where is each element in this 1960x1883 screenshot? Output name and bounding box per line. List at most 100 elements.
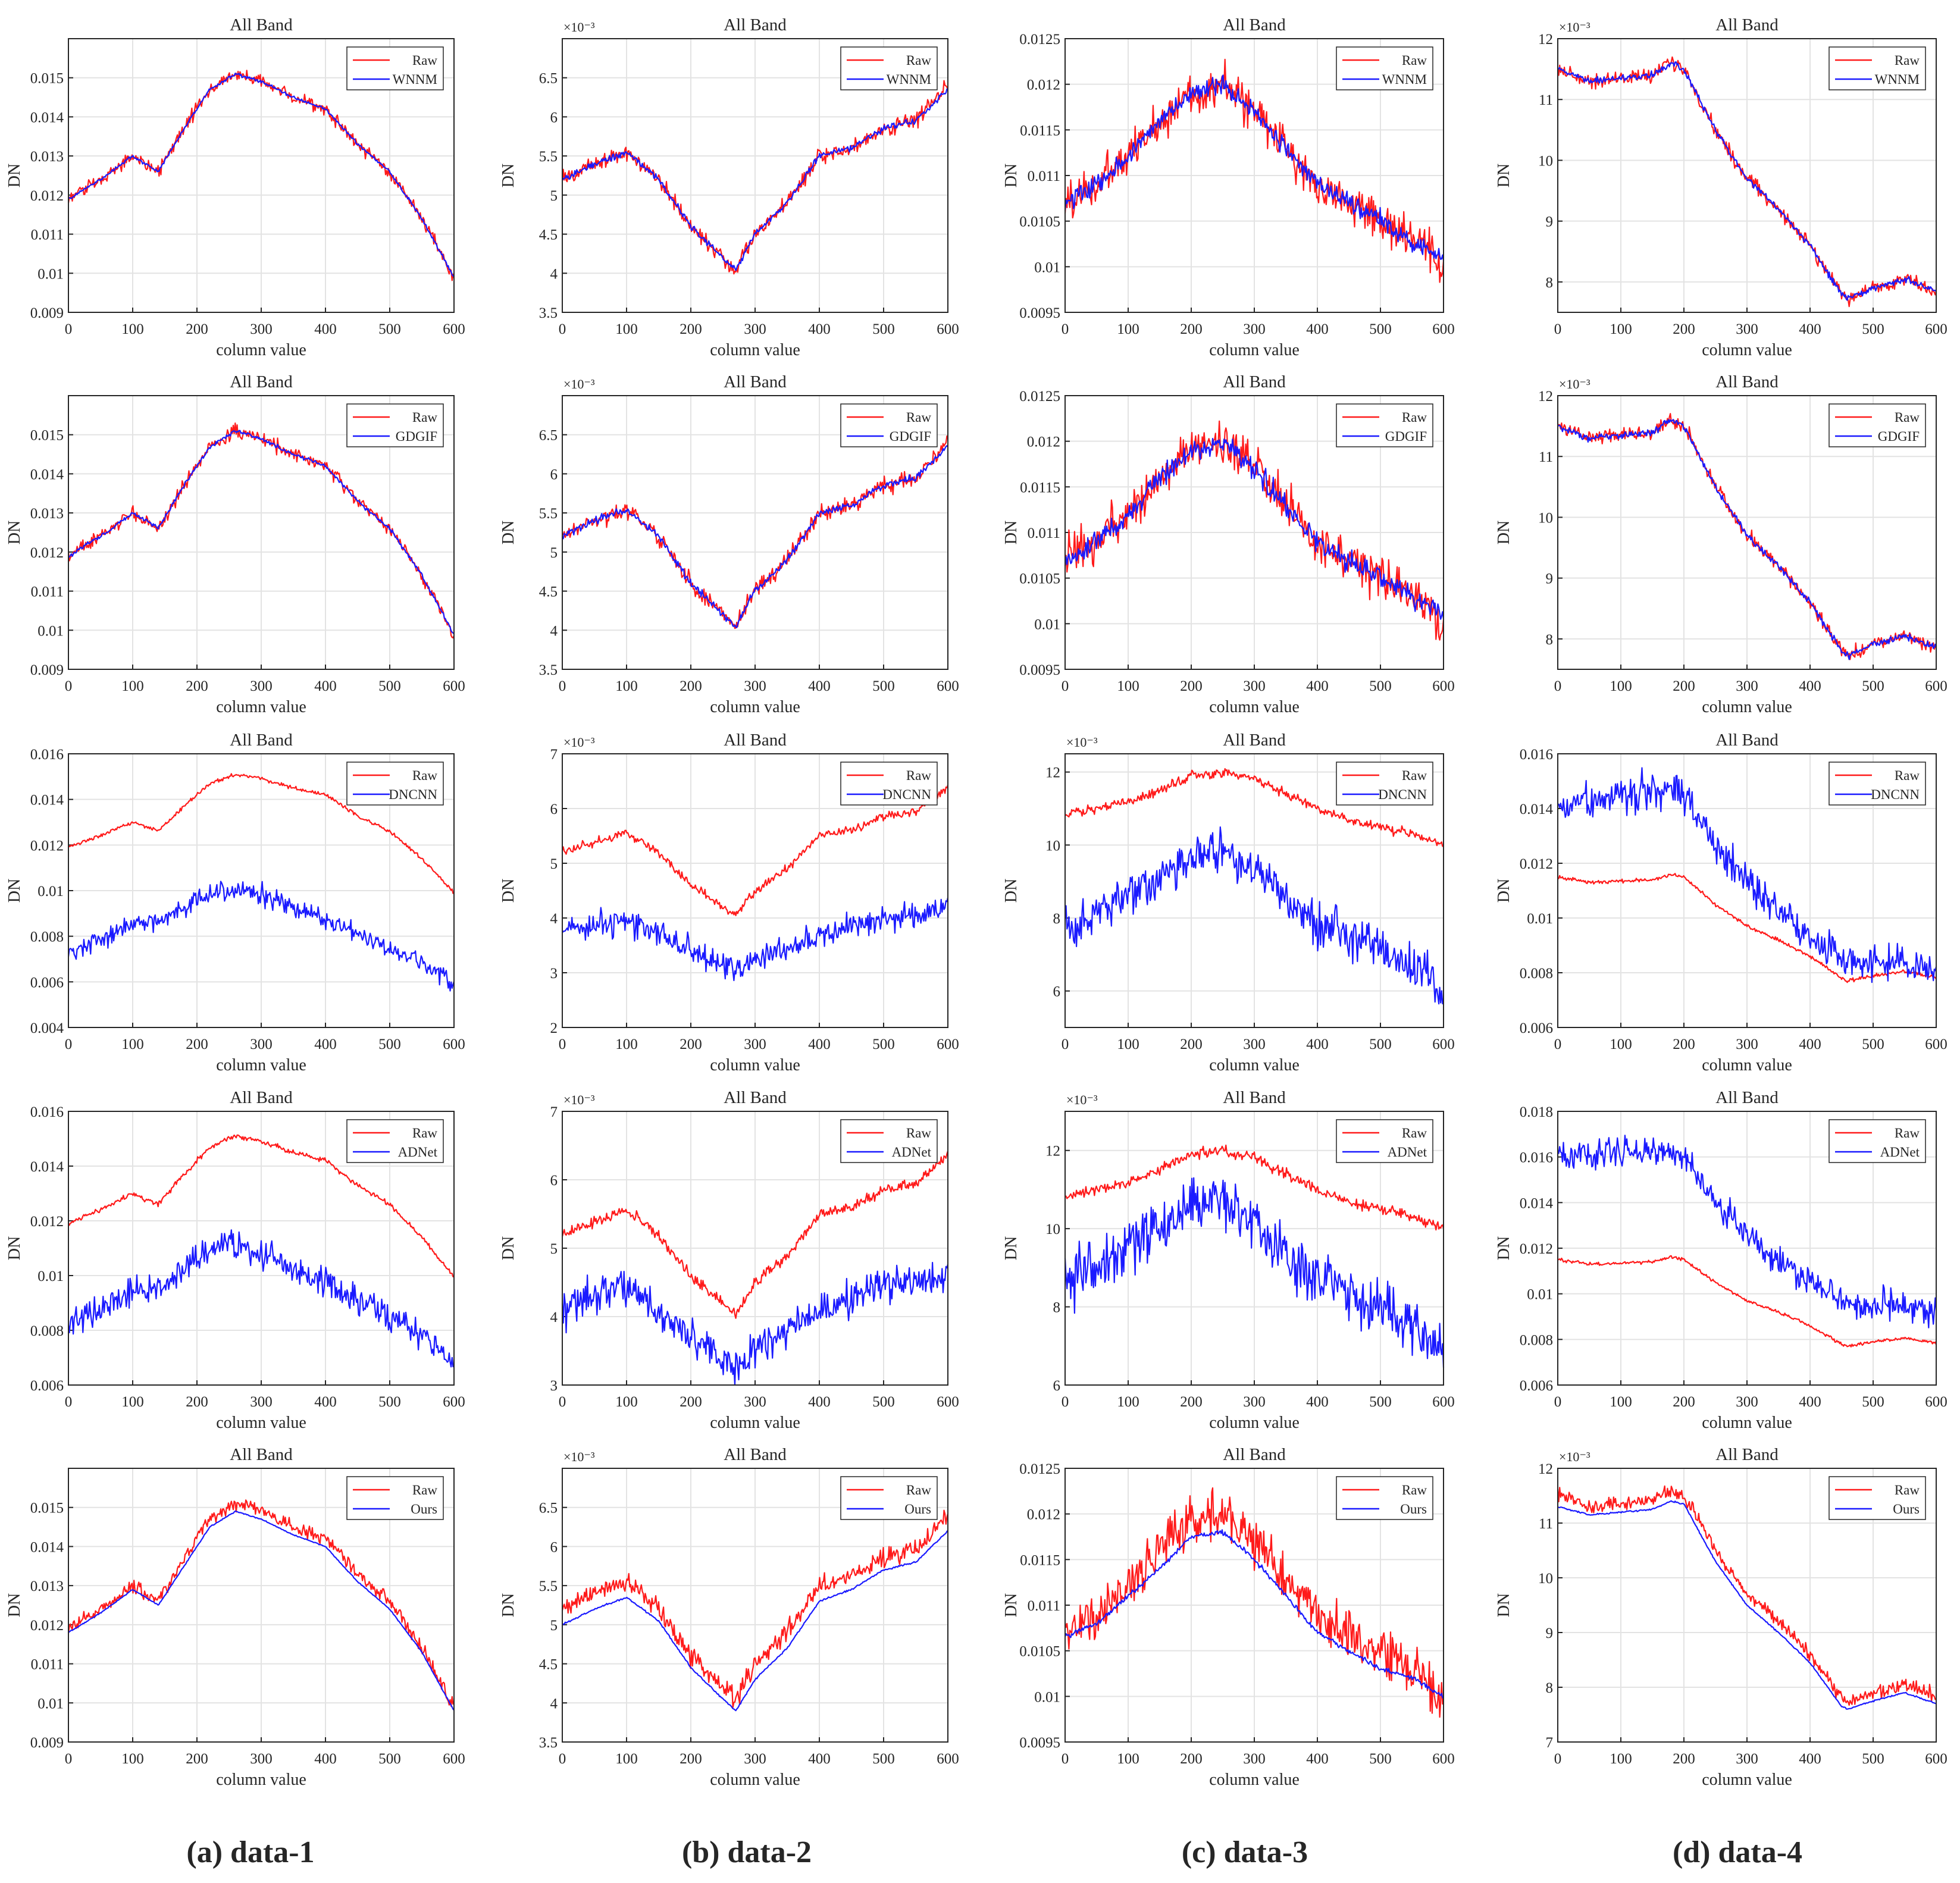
y-tick-label: 8 bbox=[1053, 1300, 1061, 1316]
y-tick-label: 0.006 bbox=[30, 975, 64, 991]
y-tick-label: 8 bbox=[1546, 632, 1554, 648]
y-tick-label: 0.01 bbox=[37, 1268, 64, 1284]
x-tick-label: 100 bbox=[121, 1036, 144, 1052]
legend-box bbox=[1829, 762, 1926, 806]
y-tick-label: 0.014 bbox=[30, 109, 64, 126]
x-tick-label: 400 bbox=[314, 321, 337, 337]
series-raw-line bbox=[68, 773, 455, 894]
y-tick-label: 2 bbox=[550, 1020, 558, 1036]
y-axis-label: DN bbox=[499, 1236, 518, 1260]
x-axis-label: column value bbox=[1209, 698, 1300, 716]
axes-frame bbox=[562, 38, 948, 313]
chart-r3c1: 0 100 200 300 400 500 600 3 4 5 6 7 All Band column v… bbox=[499, 1088, 959, 1432]
x-tick-label: 400 bbox=[314, 678, 337, 694]
x-tick-label: 600 bbox=[937, 1036, 959, 1052]
y-tick-label: 0.006 bbox=[30, 1378, 64, 1394]
series-adnet-line bbox=[1557, 1135, 1937, 1329]
x-tick-label: 400 bbox=[314, 1036, 337, 1052]
caption-c: (c) data-3 bbox=[1182, 1835, 1308, 1869]
x-tick-label: 300 bbox=[1736, 678, 1758, 694]
axes-frame bbox=[1064, 38, 1444, 313]
axes-frame bbox=[562, 395, 948, 670]
x-tick-label: 300 bbox=[250, 1036, 273, 1052]
x-tick-label: 600 bbox=[443, 1036, 465, 1052]
legend-box bbox=[346, 46, 444, 90]
y-tick-label: 0.01 bbox=[37, 1696, 64, 1712]
y-tick-label: 0.006 bbox=[1520, 1020, 1553, 1036]
y-tick-label: 4.5 bbox=[539, 1657, 558, 1673]
legend-label: GDGIF bbox=[396, 429, 437, 444]
chart-r0c2: 0 100 200 300 400 500 600 0.0095 0.01 0.0105 0.011… bbox=[1002, 15, 1455, 359]
series-raw-line bbox=[561, 1509, 949, 1709]
legend-box bbox=[346, 403, 444, 447]
axes-frame bbox=[1557, 1468, 1937, 1743]
legend-box bbox=[840, 403, 938, 447]
legend-box bbox=[346, 762, 444, 806]
y-tick-label: 0.012 bbox=[1027, 1507, 1060, 1523]
x-tick-label: 300 bbox=[250, 678, 273, 694]
chart-r1c2: 0 100 200 300 400 500 600 0.0095 0.01 0.0105 0.011… bbox=[1002, 372, 1455, 716]
y-tick-label: 0.008 bbox=[30, 929, 64, 945]
legend-label: WNNM bbox=[1875, 72, 1920, 87]
y-tick-label: 6 bbox=[1053, 984, 1061, 1000]
y-tick-label: 12 bbox=[1045, 1143, 1060, 1160]
y-tick-label: 0.004 bbox=[30, 1020, 64, 1036]
x-tick-label: 0 bbox=[65, 321, 73, 337]
x-tick-label: 500 bbox=[378, 678, 401, 694]
y-tick-label: 0.014 bbox=[1520, 801, 1554, 817]
x-tick-label: 300 bbox=[250, 321, 273, 337]
chart-r4c1: 0 100 200 300 400 500 600 3.5 4 4.5 5 5.5 6 6.5 All Ba… bbox=[499, 1445, 959, 1789]
x-tick-label: 0 bbox=[1554, 1036, 1562, 1052]
chart-title: All Band bbox=[230, 15, 293, 35]
series-gdgif-line bbox=[68, 430, 455, 635]
legend-label: Raw bbox=[1895, 768, 1920, 783]
chart-r3c3: 0 100 200 300 400 500 600 0.006 0.008 0.01 0.012 0.… bbox=[1495, 1088, 1948, 1432]
axes-frame bbox=[1557, 395, 1937, 670]
x-tick-label: 200 bbox=[680, 1751, 702, 1767]
y-exponent-label: ×10⁻³ bbox=[563, 377, 595, 391]
x-tick-label: 500 bbox=[1369, 1394, 1392, 1410]
y-tick-label: 10 bbox=[1045, 838, 1060, 854]
y-exponent-label: ×10⁻³ bbox=[1559, 1449, 1590, 1464]
legend-label: Raw bbox=[1402, 53, 1427, 68]
series-raw-line bbox=[68, 1134, 455, 1278]
x-tick-label: 100 bbox=[1117, 321, 1139, 337]
y-tick-label: 0.012 bbox=[1027, 77, 1060, 93]
axes-frame bbox=[562, 1111, 948, 1386]
x-tick-label: 0 bbox=[65, 1036, 73, 1052]
x-tick-label: 400 bbox=[1799, 1036, 1821, 1052]
series-raw-line bbox=[67, 70, 455, 281]
x-tick-label: 400 bbox=[1306, 1394, 1329, 1410]
y-tick-label: 0.014 bbox=[1520, 1195, 1554, 1211]
legend-label: Raw bbox=[412, 53, 438, 68]
x-tick-label: 200 bbox=[186, 321, 208, 337]
x-tick-label: 300 bbox=[250, 1751, 273, 1767]
legend-label: Raw bbox=[906, 53, 932, 68]
series-raw-line bbox=[1064, 1144, 1445, 1231]
y-tick-label: 0.008 bbox=[30, 1323, 64, 1339]
series-raw-line bbox=[1557, 873, 1937, 983]
charts-layer: 0 100 200 300 400 500 6000.0090.010.0110.0120.… bbox=[5, 15, 1948, 1789]
x-tick-label: 200 bbox=[1673, 321, 1695, 337]
x-axis-label: column value bbox=[710, 1771, 800, 1789]
x-tick-label: 400 bbox=[808, 678, 831, 694]
x-tick-label: 600 bbox=[1432, 321, 1455, 337]
legend-label: Raw bbox=[1402, 1483, 1427, 1497]
y-axis-label: DN bbox=[1495, 164, 1513, 187]
legend-label: Raw bbox=[1402, 768, 1427, 783]
legend-label: WNNM bbox=[1382, 72, 1427, 87]
y-tick-label: 0.01 bbox=[1527, 1287, 1553, 1303]
x-tick-label: 600 bbox=[937, 678, 959, 694]
y-tick-label: 0.0105 bbox=[1019, 214, 1060, 230]
x-tick-label: 400 bbox=[1799, 321, 1821, 337]
y-tick-label: 0.012 bbox=[30, 188, 64, 204]
y-axis-label: DN bbox=[1002, 164, 1020, 187]
x-tick-label: 100 bbox=[1610, 678, 1632, 694]
x-tick-label: 500 bbox=[378, 1394, 401, 1410]
x-tick-label: 300 bbox=[744, 1751, 766, 1767]
y-tick-label: 0.01 bbox=[1034, 1689, 1060, 1705]
y-tick-label: 0.014 bbox=[30, 792, 64, 809]
y-axis-label: DN bbox=[5, 164, 24, 187]
y-tick-label: 0.014 bbox=[30, 466, 64, 483]
